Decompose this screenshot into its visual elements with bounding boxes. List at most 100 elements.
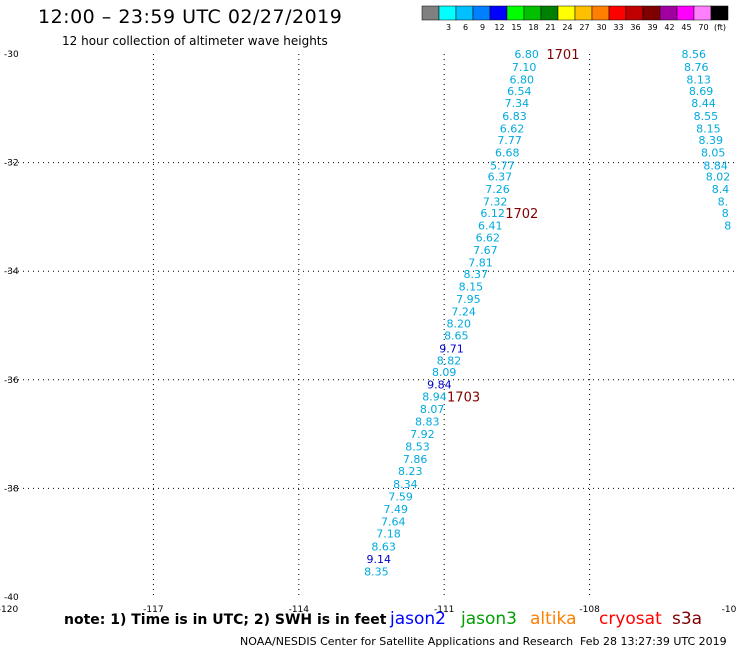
legend-label: 24 [562,23,572,32]
wave-height-value: 9.84 [427,379,452,392]
wave-height-value: 8.15 [459,280,484,293]
legend-swatch [421,5,440,21]
satellite-s3a: s3a [672,609,703,629]
legend-swatch [574,5,593,21]
legend-label: 27 [579,23,589,32]
wave-height-value: 8.15 [696,122,721,135]
legend-unit: (ft) [714,23,726,32]
y-tick-label: -38 [4,484,19,494]
wave-height-value: 9.71 [439,342,464,355]
legend-swatch [438,5,457,21]
wave-height-value: 8.82 [437,354,462,367]
wave-height-value: 8.23 [398,465,423,478]
wave-height-value: 8.56 [682,48,707,61]
wave-height-value: 8.09 [432,366,457,379]
wave-height-value: 8.34 [393,478,418,491]
wave-height-value: 6.80 [514,48,539,61]
wave-height-value: 7.18 [376,527,401,540]
legend-swatch [557,5,576,21]
satellite-jason2: jason2 [390,609,446,629]
wave-height-labels: 6.807.106.806.547.346.836.627.776.685.77… [364,48,731,578]
y-tick-label: -32 [4,159,19,169]
time-label: 1702 [505,207,538,222]
wave-height-value: 6.62 [500,122,525,135]
satellite-altika: altika [530,609,577,629]
y-tick-label: -34 [4,267,19,277]
wave-height-value: 8. [718,196,729,209]
wave-height-value: 6.41 [478,220,503,233]
legend-label: 39 [647,23,657,32]
wave-height-value: 8.39 [699,134,724,147]
wave-height-value: 8 [724,220,731,233]
legend-label: 9 [480,23,485,32]
wave-height-value: 6.12 [480,207,505,220]
wave-height-value: 7.81 [468,257,493,270]
wave-height-value: 7.24 [451,305,476,318]
wave-height-value: 7.64 [381,516,406,529]
wave-height-value: 6.62 [476,232,501,245]
wave-height-value: 6.83 [502,110,527,123]
wave-height-value: 8.83 [415,416,440,429]
time-label: 1703 [447,391,480,406]
wave-height-value: 8.65 [444,329,469,342]
legend-label: 6 [463,23,468,32]
wave-height-value: 7.67 [473,244,498,257]
wave-height-value: 8.76 [684,61,709,74]
units-note: note: 1) Time is in UTC; 2) SWH is in fe… [64,612,387,628]
legend-label: 70 [698,23,708,32]
legend-swatch [625,5,644,21]
legend-label: 21 [545,23,555,32]
wave-height-value: 6.37 [488,171,513,184]
y-tick-label: -40 [4,593,19,603]
grid [8,54,735,597]
wave-height-value: 7.59 [388,491,413,504]
legend-swatch [489,5,508,21]
y-tick-label: -36 [4,376,19,386]
x-tick-label: -120 [0,605,18,615]
legend-swatch [591,5,610,21]
wave-height-value: 5.77 [490,159,515,172]
x-tick-label: -10 [722,605,737,615]
wave-height-value: 7.10 [512,61,537,74]
satellite-jason3: jason3 [461,609,517,629]
wave-height-value: 8.63 [371,541,396,554]
wave-height-value: 7.86 [403,453,428,466]
legend-label: 15 [511,23,521,32]
wave-height-value: 8.35 [364,565,389,578]
x-tick-label: -111 [434,605,454,615]
legend-swatch [506,5,525,21]
wave-height-value: 6.68 [495,146,520,159]
satellite-cryosat: cryosat [599,609,662,629]
wave-height-value: 8.37 [463,268,488,281]
legend-label: 45 [681,23,691,32]
wave-height-value: 7.92 [410,428,435,441]
wave-height-value: 8.53 [405,441,430,454]
legend-label: 3 [446,23,451,32]
wave-height-value: 8.4 [712,183,730,196]
wave-height-value: 8.20 [446,317,471,330]
wave-height-value: 7.77 [497,134,522,147]
legend-swatch [676,5,695,21]
wave-height-value: 8.44 [691,97,716,110]
wave-height-value: 8.94 [422,391,447,404]
legend-label: 42 [664,23,674,32]
legend-swatch [455,5,474,21]
wave-height-value: 7.32 [483,196,508,209]
legend-label: 33 [613,23,623,32]
wave-height-value: 9.14 [367,553,392,566]
x-tick-label: -117 [143,605,163,615]
axis-labels: -120 -117 -114 -111 -108 -10 -30 -32 -34 -36 -38 -4… [0,50,737,615]
wave-height-value: 8.55 [694,110,719,123]
legend-swatch [608,5,627,21]
wave-height-value: 7.34 [505,97,530,110]
legend-label: 36 [630,23,640,32]
wave-height-value: 8.07 [420,403,445,416]
color-legend: 3 6 9 12 15 18 21 24 27 30 33 36 39 42 45 70 (ft) [421,5,729,32]
chart-title: 12:00 – 23:59 UTC 02/27/2019 [38,6,343,28]
legend-swatch [472,5,491,21]
wave-height-value: 7.95 [456,293,481,306]
wave-height-value: 6.54 [507,85,532,98]
legend-label: 30 [596,23,606,32]
x-tick-label: -108 [579,605,600,615]
